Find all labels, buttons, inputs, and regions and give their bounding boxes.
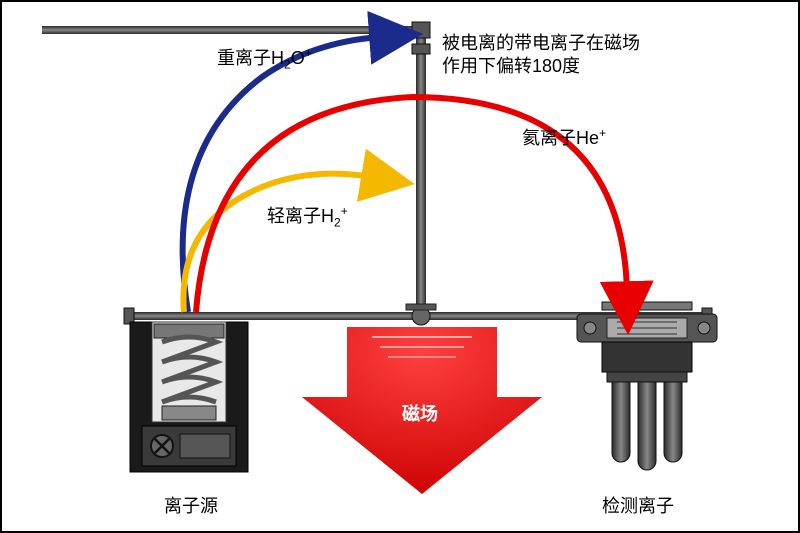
top-bar (42, 26, 422, 34)
ion-source-label: 离子源 (164, 492, 218, 518)
vertical-bar (416, 26, 426, 318)
detector-icon (577, 302, 717, 470)
mass-spectrometer-diagram: 重离子H2O+ 轻离子H2+ 氦离子He+ 被电离的带电离子在磁场 作用下偏转1… (0, 0, 800, 533)
ion-source-icon (130, 322, 248, 472)
light-ion-label: 轻离子H2+ (267, 202, 348, 230)
deflection-note: 被电离的带电离子在磁场 作用下偏转180度 (442, 32, 672, 79)
detector-label: 检测离子 (602, 492, 674, 518)
light-ion-path (183, 174, 372, 312)
deflection-note-l1: 被电离的带电离子在磁场 (442, 33, 640, 53)
magnet-label: 磁场 (402, 400, 438, 426)
deflection-note-l2: 作用下偏转180度 (442, 56, 580, 76)
diagram-svg (2, 2, 798, 531)
helium-ion-label: 氦离子He+ (522, 124, 606, 150)
heavy-ion-label: 重离子H2O+ (217, 44, 312, 72)
